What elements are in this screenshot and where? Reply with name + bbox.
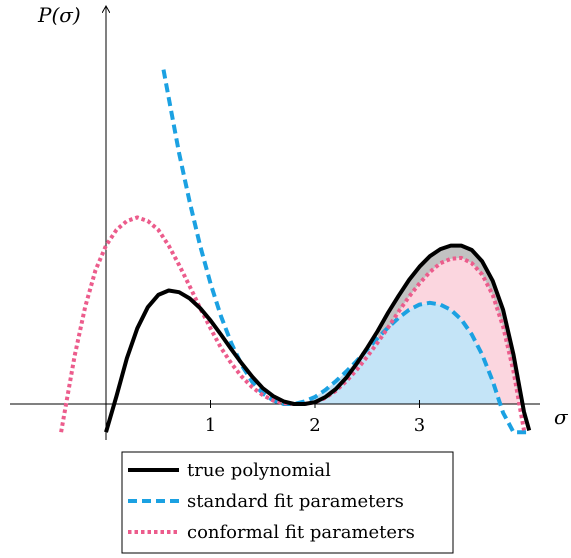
series-layer [59,69,532,435]
axes [10,7,540,440]
true-polynomial-line [104,243,532,433]
x-tick-label: 1 [205,415,216,436]
legend-entry-true-label: true polynomial [187,460,331,481]
axis-labels: P(σ) σ [37,3,569,429]
x-tick-label: 2 [309,415,320,436]
conformal-fit-fill [346,257,519,404]
legend: true polynomial standard fit parameters co… [121,451,454,554]
legend-entry-standard-label: standard fit parameters [187,491,404,512]
standard-fit-line [161,69,530,435]
shaded-regions [309,245,519,404]
y-axis-label: P(σ) [37,3,81,27]
standard-fit-fill [309,303,501,404]
conformal-fit-line [59,215,526,433]
legend-entry-conformal-label: conformal fit parameters [187,522,415,543]
x-ticks: 1 2 3 [205,400,425,436]
true-polynomial-fill [377,245,519,401]
x-tick-label: 3 [414,415,425,436]
x-axis-label: σ [554,405,569,429]
